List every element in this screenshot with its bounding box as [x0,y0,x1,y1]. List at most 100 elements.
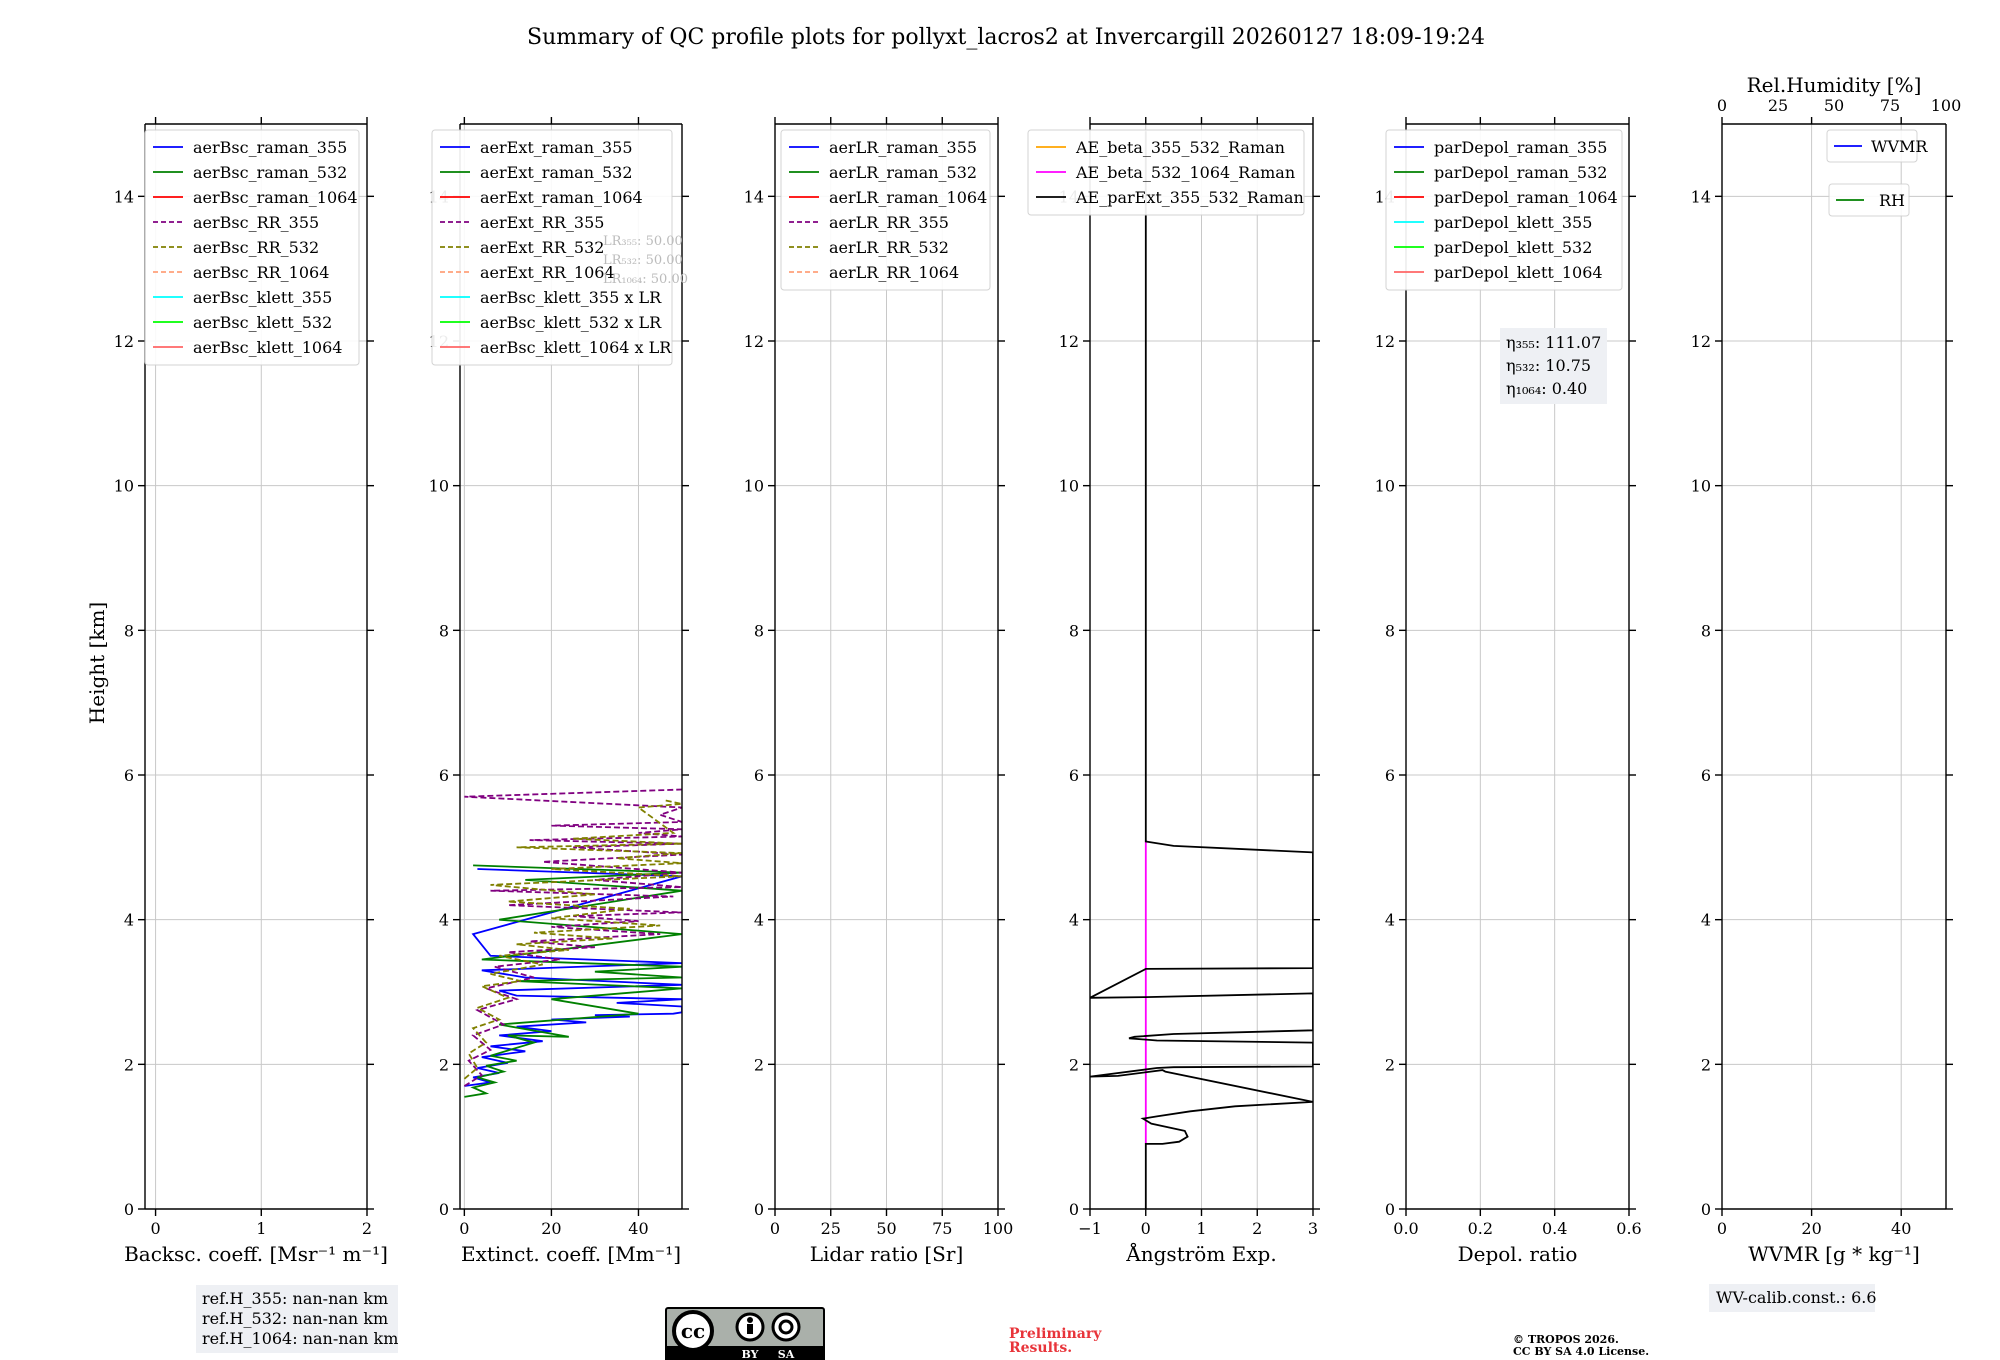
extinction-xtick-label: 40 [628,1219,648,1238]
cc-logo-text: cc [681,1319,705,1343]
lr-annotation: LR₅₃₂: 50.00 [603,253,683,268]
wvmr-legend-label: WVMR [1871,137,1928,156]
lidar_ratio-legend-label: aerLR_raman_1064 [829,188,987,207]
cc-logo-icon [672,1310,714,1352]
depol-xlabel: Depol. ratio [1458,1242,1578,1266]
depol-ytick-label: 0 [1385,1200,1395,1219]
depol-xtick-label: 0.0 [1393,1219,1418,1238]
angstrom-legend: AE_beta_355_532_Raman AE_beta_532_1064_Ra… [1027,129,1305,216]
angstrom-ytick-label: 12 [1059,332,1079,351]
extinction-xtick-label: 0 [459,1219,469,1238]
lidar_ratio-legend-label: aerLR_raman_532 [829,163,977,182]
angstrom-xlabel: Ångström Exp. [1125,1241,1276,1266]
lr-annotation: LR₃₅₅: 50.00 [603,234,683,249]
backscatter-legend-label: aerBsc_RR_355 [193,213,319,232]
depol-legend-label: parDepol_klett_532 [1434,238,1592,257]
extinction-legend-label: aerBsc_klett_355 x LR [480,288,662,307]
wvmr-ytick-label: 12 [1691,332,1711,351]
lidar_ratio-legend-frame [780,129,991,291]
backscatter-ytick-label: 4 [124,911,134,930]
depol-xtick-label: 0.4 [1542,1219,1567,1238]
wvmr-panel: 0 20 40 0 2 4 6 8 10 12 14 0 25 50 75 100 Rel.Humidity [… [1691,73,1962,1266]
wv-calib-box: WV-calib.const.: 6.6 [1709,1284,1877,1312]
backscatter-ytick-label: 14 [114,187,134,206]
extinction-legend-label: aerExt_RR_532 [480,238,604,257]
wvmr-ytick-label: 10 [1691,477,1711,496]
angstrom-ytick-label: 2 [1069,1055,1079,1074]
wvmr-ytick-label: 4 [1701,911,1711,930]
y-axis-label: Height [km] [85,602,109,724]
lidar_ratio-ytick-label: 4 [754,911,764,930]
lidar_ratio-ytick-label: 14 [744,187,764,206]
depol-xtick-label: 0.2 [1468,1219,1493,1238]
depol-ytick-label: 12 [1375,332,1395,351]
ref-height-532: ref.H_532: nan-nan km [202,1309,388,1328]
angstrom-legend-label: AE_beta_532_1064_Raman [1075,163,1295,182]
depol-ytick-label: 8 [1385,621,1395,640]
eta-annotation-box: η₃₅₅: 111.07 η₅₃₂: 10.75 η₁₀₆₄: 0.40 [1500,328,1607,404]
extinction-legend-label: aerExt_RR_1064 [480,263,615,282]
backscatter-ytick-label: 8 [124,621,134,640]
backscatter-ytick-label: 0 [124,1200,134,1219]
lidar_ratio-ytick-label: 10 [744,477,764,496]
depol-legend-label: parDepol_raman_355 [1434,138,1607,157]
lidar_ratio-ytick-label: 12 [744,332,764,351]
series-aerExt_raman_532 [464,864,682,1098]
ref-height-355: ref.H_355: nan-nan km [202,1289,388,1308]
sa-share-icon [771,1312,801,1342]
backscatter-legend-label: aerBsc_RR_1064 [193,263,329,282]
wvmr-legend: WVMR [1826,129,1928,163]
extinction-legend-label: aerBsc_klett_1064 x LR [480,338,672,357]
backscatter-legend: aerBsc_raman_355 aerBsc_raman_532 aerBsc_r… [144,129,360,366]
wvmr-top-xtick-label: 75 [1880,96,1900,115]
angstrom-ytick-label: 6 [1069,766,1079,785]
depol-xtick-label: 0.6 [1616,1219,1641,1238]
backscatter-legend-label: aerBsc_raman_355 [193,138,347,157]
backscatter-legend-label: aerBsc_klett_532 [193,313,332,332]
lidar_ratio-xtick-label: 100 [983,1219,1014,1238]
rh-legend: RH [1828,183,1910,217]
preliminary-note-line2: Results. [1009,1340,1072,1356]
angstrom-legend-frame [1027,129,1305,216]
backscatter-legend-label: aerBsc_raman_1064 [193,188,358,207]
wvmr-xtick-label: 20 [1801,1219,1821,1238]
extinction-ytick-label: 2 [439,1055,449,1074]
lidar_ratio-legend-label: aerLR_RR_532 [829,238,949,257]
lidar_ratio-xlabel: Lidar ratio [Sr] [810,1242,964,1266]
eta-annotation: η₃₅₅: 111.07 [1506,333,1601,352]
lidar_ratio-ytick-label: 2 [754,1055,764,1074]
wvmr-xtick-label: 0 [1717,1219,1727,1238]
backscatter-xtick-label: 1 [256,1219,266,1238]
cc-license-badge: cc BY SA [665,1307,825,1360]
copyright-line1: © TROPOS 2026. [1513,1333,1619,1346]
lidar_ratio-ytick-label: 6 [754,766,764,785]
lidar_ratio-legend: aerLR_raman_355 aerLR_raman_532 aerLR_rama… [780,129,991,291]
lidar_ratio-legend-label: aerLR_RR_1064 [829,263,959,282]
wvmr-ytick-label: 2 [1701,1055,1711,1074]
extinction-ytick-label: 8 [439,621,449,640]
backscatter-ytick-label: 12 [114,332,134,351]
angstrom-xtick-label: 1 [1196,1219,1206,1238]
sa-label: SA [778,1348,795,1360]
ref-height-1064: ref.H_1064: nan-nan km [202,1329,398,1348]
lr-annotation: LR₁₀₆₄: 50.00 [603,272,688,287]
wvmr-legend-frame [1826,129,1918,163]
backscatter-xtick-label: 0 [150,1219,160,1238]
angstrom-ytick-label: 4 [1069,911,1079,930]
backscatter-legend-label: aerBsc_klett_1064 [193,338,342,357]
lidar_ratio-xtick-label: 50 [876,1219,896,1238]
copyright-line2: CC BY SA 4.0 License. [1513,1345,1649,1358]
by-label: BY [742,1348,759,1360]
wv-calib-constant: WV-calib.const.: 6.6 [1716,1288,1877,1307]
depol-legend-frame [1385,129,1623,291]
lidar_ratio-legend-label: aerLR_raman_355 [829,138,977,157]
extinction-ytick-label: 10 [429,477,449,496]
extinction-ytick-label: 6 [439,766,449,785]
series-aerExt_RR_532 [463,799,682,1080]
depol-ytick-label: 4 [1385,911,1395,930]
angstrom-legend-label: AE_parExt_355_532_Raman [1075,188,1304,207]
angstrom-ytick-label: 0 [1069,1200,1079,1219]
figure-title: Summary of QC profile plots for pollyxt_… [527,25,1485,50]
wvmr-ytick-label: 0 [1701,1200,1711,1219]
